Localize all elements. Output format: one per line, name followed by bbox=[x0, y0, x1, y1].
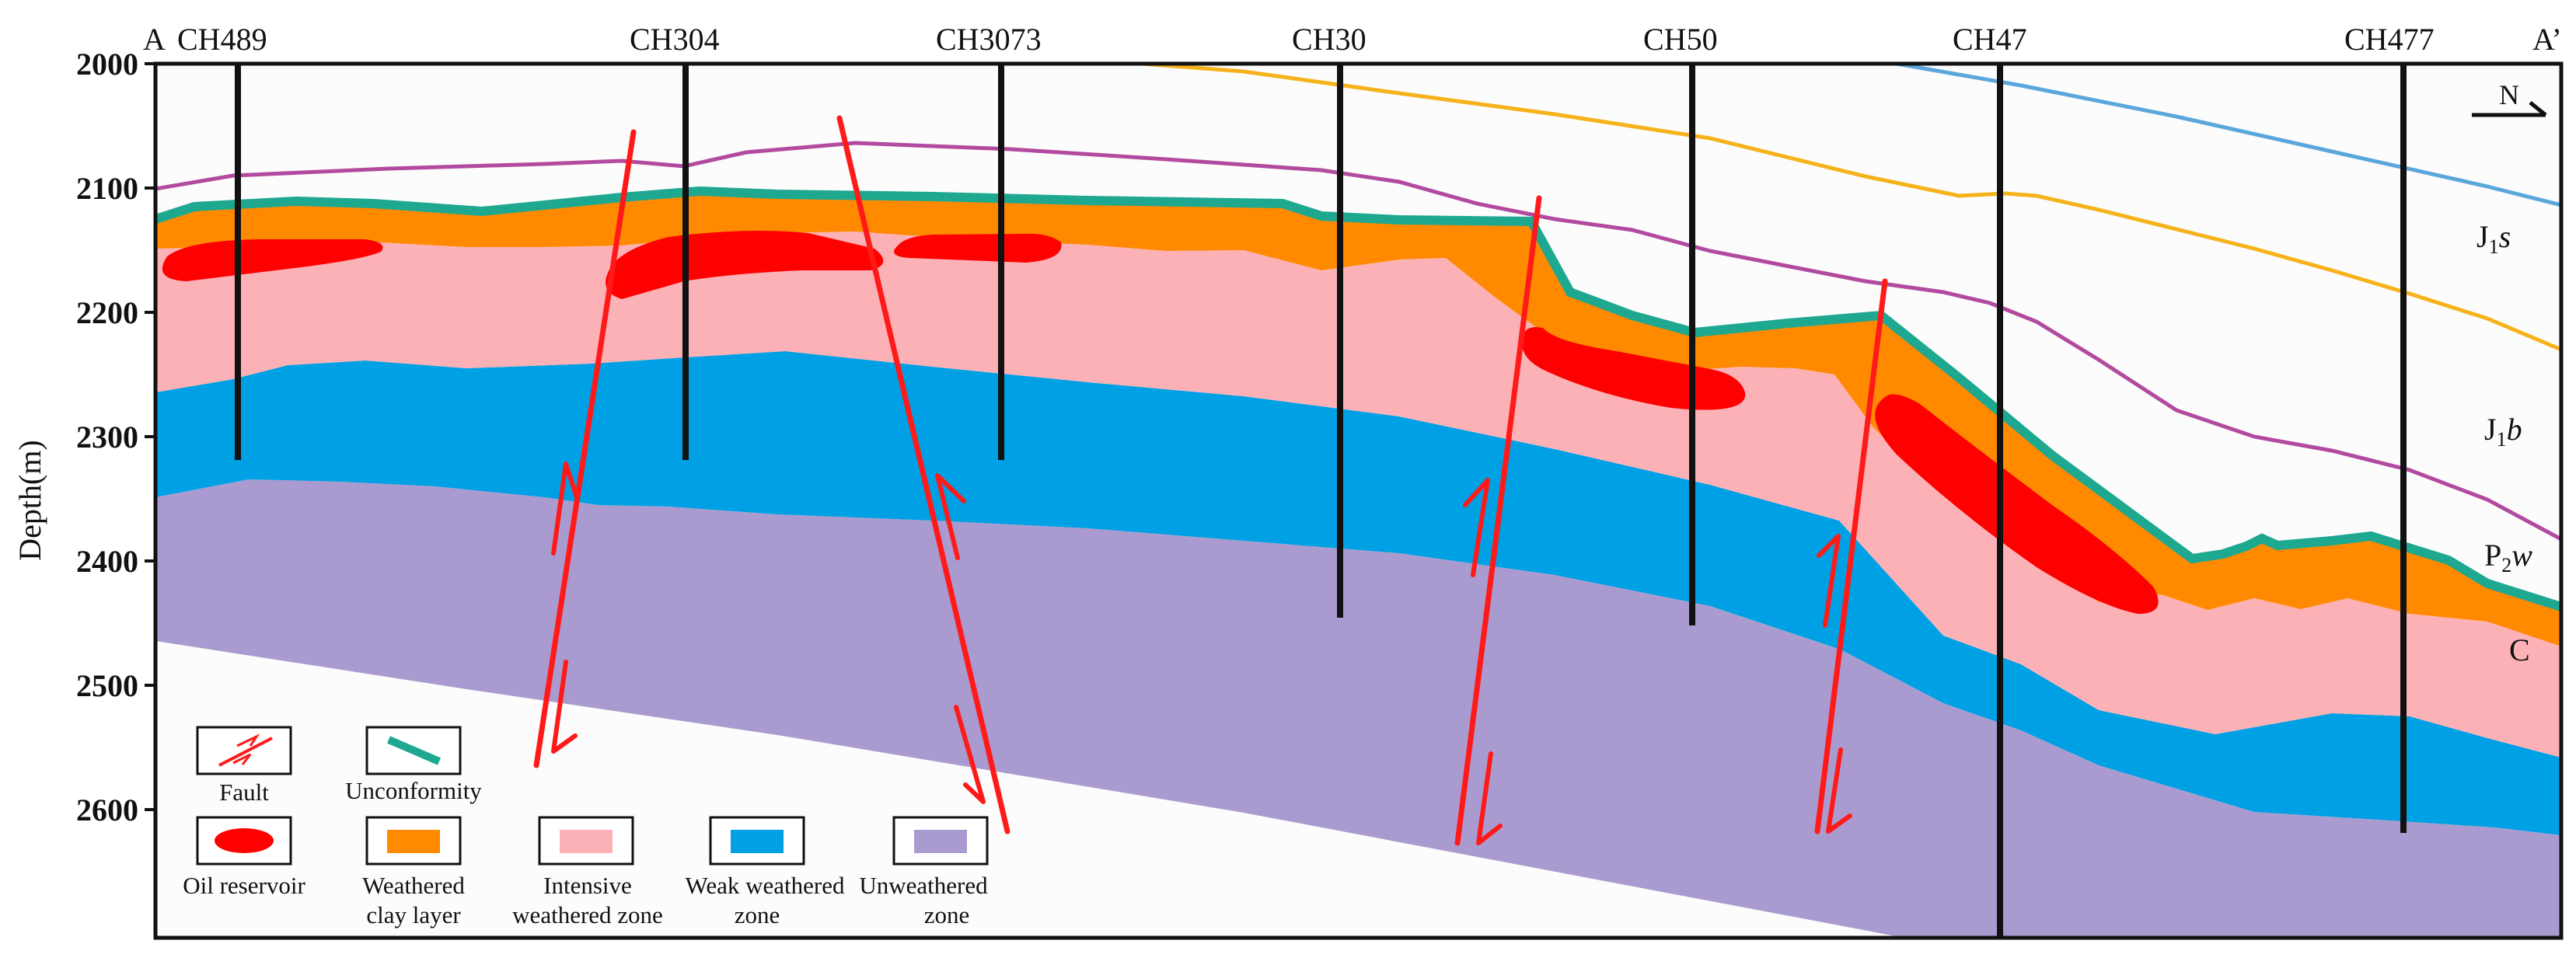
layer-intensive-weathered-zone bbox=[155, 232, 2561, 758]
legend-unweathered: Unweathered zone bbox=[859, 816, 989, 928]
well-label-ch47: CH47 bbox=[1953, 22, 2027, 57]
formation-label-p2w: P2w bbox=[2484, 538, 2532, 577]
oil-reservoirs bbox=[162, 230, 2159, 614]
fault-arrow-down bbox=[551, 660, 578, 754]
formation-label-j1s: J1s bbox=[2477, 219, 2511, 258]
depth-tick-label: 2600 bbox=[76, 793, 138, 827]
north-label: N bbox=[2499, 79, 2519, 110]
depth-tick-label: 2000 bbox=[76, 47, 138, 82]
fault-arrow-down bbox=[954, 705, 986, 804]
section-end-label: A’ bbox=[2532, 22, 2562, 57]
oil-reservoir-ch304 bbox=[606, 230, 884, 299]
depth-axis: 2000 2100 2200 2300 2400 2500 2600 bbox=[76, 47, 155, 827]
depth-tick-label: 2200 bbox=[76, 295, 138, 330]
purple-boundary-line bbox=[155, 141, 2561, 542]
fault-arrow-up bbox=[551, 462, 579, 556]
legend-fault-label: Fault bbox=[219, 779, 269, 806]
oil-reservoir-ch489 bbox=[162, 239, 383, 281]
fault-3 bbox=[1454, 195, 1542, 846]
legend-intensive-weathered: Intensive weathered zone bbox=[512, 816, 663, 928]
legend-clay-label-1: Weathered bbox=[362, 872, 465, 899]
wells: CH489 CH304 CH3073 CH30 CH50 CH47 CH477 bbox=[177, 22, 2435, 938]
fault-arrow-up bbox=[1817, 534, 1841, 628]
well-label-ch3073: CH3073 bbox=[936, 22, 1042, 57]
legend-unconformity: Unconformity bbox=[345, 726, 482, 804]
oil-reservoir-ch47 bbox=[1875, 394, 2159, 614]
formation-label-j1b: J1b bbox=[2484, 412, 2522, 451]
legend-intensive-label-1: Intensive bbox=[543, 872, 632, 899]
well-label-ch304: CH304 bbox=[630, 22, 720, 57]
fault-arrow-down bbox=[1826, 747, 1852, 834]
plot-frame bbox=[153, 61, 2564, 940]
legend-oil-label: Oil reservoir bbox=[183, 872, 305, 899]
legend-fault: Fault bbox=[196, 726, 292, 806]
legend-weathered-clay: Weathered clay layer bbox=[362, 816, 465, 928]
formation-label-c: C bbox=[2509, 632, 2530, 667]
fault-2 bbox=[836, 115, 1011, 834]
north-arrow-icon: N bbox=[2472, 79, 2547, 117]
geologic-layers bbox=[155, 194, 2561, 938]
depth-tick-label: 2500 bbox=[76, 668, 138, 703]
legend: Fault Unconformity Oil reservoir Weather… bbox=[183, 726, 989, 928]
layer-weathered-clay bbox=[155, 194, 2561, 646]
formation-labels: J1s J1b P2w C bbox=[2477, 219, 2532, 667]
depth-tick-label: 2400 bbox=[76, 544, 138, 579]
fault-arrow-up bbox=[935, 473, 966, 560]
legend-unconformity-label: Unconformity bbox=[345, 777, 482, 804]
legend-clay-label-2: clay layer bbox=[366, 901, 461, 928]
depth-tick-label: 2100 bbox=[76, 171, 138, 206]
depth-tick-label: 2300 bbox=[76, 420, 138, 455]
oil-reservoir-ch3073 bbox=[894, 233, 1062, 263]
yellow-boundary-line bbox=[1142, 64, 2561, 352]
section-start-label: A bbox=[143, 22, 166, 57]
well-label-ch50: CH50 bbox=[1643, 22, 1718, 57]
legend-unweathered-label-2: zone bbox=[924, 901, 970, 928]
depth-axis-label: Depth(m) bbox=[12, 440, 47, 561]
fault-arrow-down bbox=[1476, 751, 1503, 845]
fault-arrow-up bbox=[1463, 478, 1490, 577]
legend-weak-label-1: Weak weathered bbox=[686, 872, 845, 899]
fault-4 bbox=[1814, 278, 1888, 834]
fault-1 bbox=[533, 129, 637, 768]
layer-unweathered-zone bbox=[155, 479, 2561, 938]
fault-arrows bbox=[551, 462, 1852, 845]
faults bbox=[533, 115, 1888, 846]
layer-weak-weathered-zone bbox=[155, 351, 2561, 835]
well-label-ch489: CH489 bbox=[177, 22, 267, 57]
well-label-ch30: CH30 bbox=[1292, 22, 1367, 57]
legend-weak-weathered: Weak weathered zone bbox=[686, 816, 845, 928]
legend-intensive-label-2: weathered zone bbox=[512, 901, 663, 928]
legend-unweathered-label-1: Unweathered bbox=[859, 872, 988, 899]
well-label-ch477: CH477 bbox=[2344, 22, 2435, 57]
legend-weak-label-2: zone bbox=[735, 901, 780, 928]
legend-oil-reservoir: Oil reservoir bbox=[183, 816, 305, 899]
